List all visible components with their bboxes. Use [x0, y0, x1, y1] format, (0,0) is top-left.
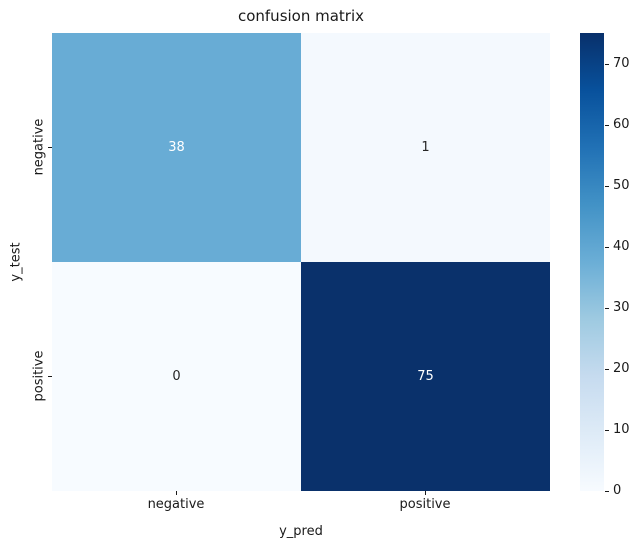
y-axis-label: y_test — [8, 242, 24, 282]
colorbar-tick-label: 10 — [613, 422, 630, 437]
heatmap-grid: 38 1 0 75 — [52, 33, 550, 491]
colorbar: 0 10 20 30 40 50 60 70 — [580, 33, 630, 498]
colorbar-tick-label: 0 — [613, 483, 622, 498]
colorbar-tick-mark — [605, 186, 609, 187]
y-tick-label-positive: positive — [31, 350, 47, 402]
colorbar-tick-mark — [605, 308, 609, 309]
y-tick-label-negative: negative — [31, 118, 47, 176]
cell-value: 38 — [168, 140, 185, 155]
colorbar-tick-mark — [605, 64, 609, 65]
colorbar-tick-mark — [605, 125, 609, 126]
colorbar-tick-mark — [605, 430, 609, 431]
cell-value: 75 — [417, 369, 434, 384]
heatmap-cell-negative-negative: 38 — [52, 33, 301, 262]
x-tick-label-positive: positive — [399, 497, 451, 512]
colorbar-tick-label: 70 — [613, 56, 630, 71]
colorbar-tick-mark — [605, 491, 609, 492]
colorbar-tick-mark — [605, 247, 609, 248]
x-tick-label-negative: negative — [147, 497, 205, 512]
colorbar-tick-label: 30 — [613, 300, 630, 315]
colorbar-tick-label: 60 — [613, 117, 630, 132]
colorbar-tick-label: 20 — [613, 361, 630, 376]
colorbar-tick-label: 50 — [613, 178, 630, 193]
cell-value: 1 — [421, 140, 430, 155]
colorbar-tick-mark — [605, 369, 609, 370]
y-tick-mark — [48, 376, 52, 377]
cell-value: 0 — [172, 369, 181, 384]
x-tick-mark — [425, 491, 426, 495]
y-tick-mark — [48, 147, 52, 148]
heatmap-cell-negative-positive: 1 — [301, 33, 550, 262]
chart-title: confusion matrix — [237, 7, 365, 25]
heatmap-cell-positive-negative: 0 — [52, 262, 301, 491]
colorbar-tick-label: 40 — [613, 239, 630, 254]
x-tick-mark — [176, 491, 177, 495]
colorbar-gradient — [580, 33, 604, 491]
x-axis-label: y_pred — [279, 524, 323, 539]
heatmap-cell-positive-positive: 75 — [301, 262, 550, 491]
